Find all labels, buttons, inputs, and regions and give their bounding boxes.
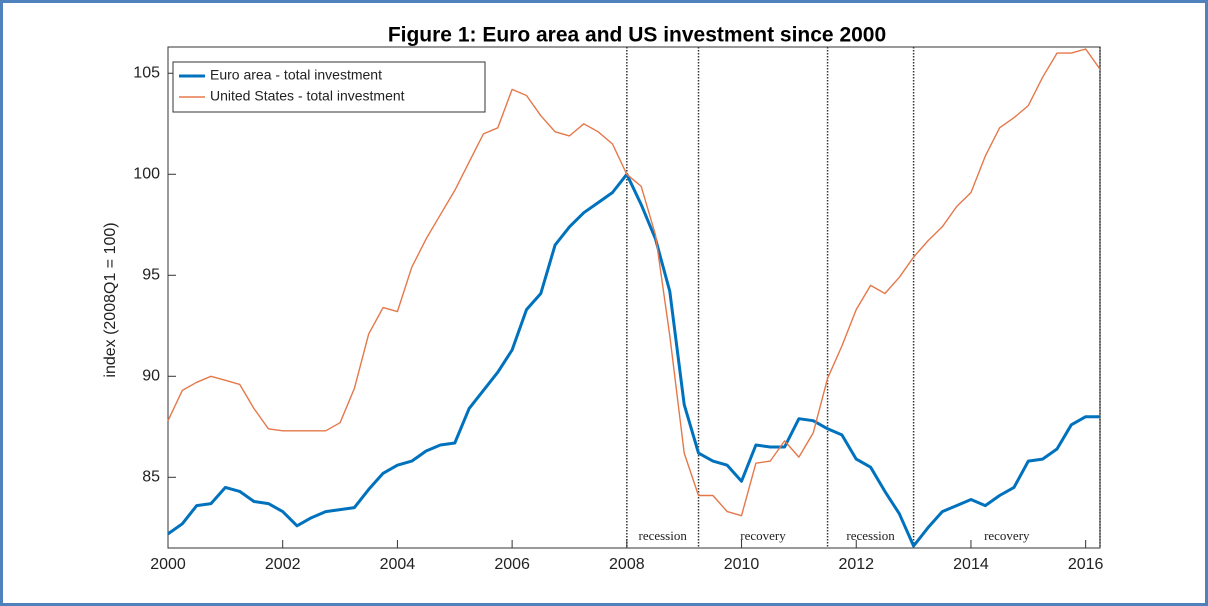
- x-tick-label: 2000: [150, 556, 186, 573]
- x-tick-label: 2012: [838, 556, 874, 573]
- plot-frame: [167, 46, 1101, 549]
- legend-label: Euro area - total investment: [210, 67, 382, 83]
- x-tick-label: 2008: [609, 556, 645, 573]
- period-label: recession: [846, 528, 895, 543]
- x-tick-label: 2016: [1068, 556, 1104, 573]
- y-tick-label: 95: [142, 266, 160, 283]
- chart-title: Figure 1: Euro area and US investment si…: [388, 24, 886, 47]
- x-tick-label: 2002: [265, 556, 301, 573]
- y-tick-label: 100: [133, 165, 160, 182]
- y-tick-label: 105: [133, 64, 160, 81]
- y-tick-label: 85: [142, 469, 160, 486]
- period-label: recovery: [740, 528, 786, 543]
- series-line: [167, 172, 1100, 548]
- y-axis-label: index (2008Q1 = 100): [102, 222, 119, 377]
- x-tick-label: 2006: [494, 556, 530, 573]
- y-tick-label: 90: [142, 368, 160, 385]
- x-tick-label: 2004: [380, 556, 416, 573]
- x-tick-label: 2010: [724, 556, 760, 573]
- legend-box: [172, 61, 486, 113]
- x-tick-label: 2014: [953, 556, 989, 573]
- chart: Figure 1: Euro area and US investment si…: [102, 24, 1104, 574]
- legend-label: United States - total investment: [210, 88, 405, 104]
- series-line: [167, 48, 1101, 517]
- period-label: recovery: [984, 528, 1030, 543]
- period-label: recession: [638, 528, 687, 543]
